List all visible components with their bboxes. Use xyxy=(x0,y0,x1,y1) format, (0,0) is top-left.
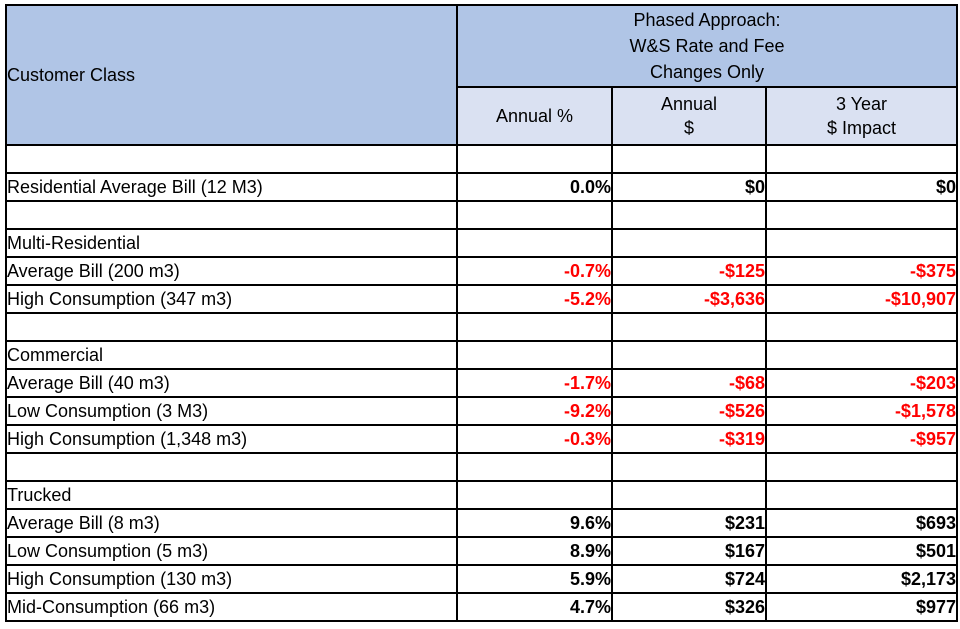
cell-annual-dollar xyxy=(611,228,767,258)
cell-annual-dollar: $724 xyxy=(611,564,767,594)
cell-annual-pct: -9.2% xyxy=(456,396,613,426)
cell-annual-dollar xyxy=(611,340,767,370)
row-label: Low Consumption (5 m3) xyxy=(5,536,458,566)
cell-3year-impact xyxy=(765,228,958,258)
row-label: High Consumption (1,348 m3) xyxy=(5,424,458,454)
table-row: Average Bill (200 m3) -0.7% -$125 -$375 xyxy=(5,256,958,286)
cell-annual-pct xyxy=(456,452,613,482)
cell-3year-impact: $2,173 xyxy=(765,564,958,594)
rate-impact-table-container: Customer Class Phased Approach: W&S Rate… xyxy=(5,4,958,622)
cell-3year-impact xyxy=(765,452,958,482)
column-header-3year-impact: 3 Year $ Impact xyxy=(765,86,958,146)
header-row-sub: Annual % Annual $ 3 Year $ Impact xyxy=(6,86,958,146)
row-label: Average Bill (40 m3) xyxy=(5,368,458,398)
row-label: Commercial xyxy=(5,340,458,370)
cell-annual-dollar xyxy=(611,452,767,482)
cell-annual-pct xyxy=(456,144,613,174)
cell-annual-pct xyxy=(456,228,613,258)
row-label xyxy=(5,144,458,174)
cell-annual-dollar xyxy=(611,144,767,174)
column-header-annual-pct: Annual % xyxy=(456,86,613,146)
cell-annual-dollar xyxy=(611,480,767,510)
cell-annual-dollar: $326 xyxy=(611,592,767,622)
cell-annual-dollar xyxy=(611,312,767,342)
column-header-customer-class: Customer Class xyxy=(5,4,458,146)
cell-annual-dollar: $0 xyxy=(611,172,767,202)
table-header: Customer Class Phased Approach: W&S Rate… xyxy=(5,4,958,146)
cell-3year-impact: -$1,578 xyxy=(765,396,958,426)
cell-annual-dollar: -$526 xyxy=(611,396,767,426)
section-row: Commercial xyxy=(5,340,958,370)
cell-annual-pct xyxy=(456,480,613,510)
cell-3year-impact xyxy=(765,144,958,174)
cell-3year-impact: -$203 xyxy=(765,368,958,398)
row-label: Low Consumption (3 M3) xyxy=(5,396,458,426)
cell-3year-impact: $977 xyxy=(765,592,958,622)
header-row-group: Customer Class Phased Approach: W&S Rate… xyxy=(5,4,958,146)
cell-annual-dollar xyxy=(611,200,767,230)
cell-3year-impact xyxy=(765,480,958,510)
cell-annual-pct: -5.2% xyxy=(456,284,613,314)
cell-3year-impact: $693 xyxy=(765,508,958,538)
row-label: Mid-Consumption (66 m3) xyxy=(5,592,458,622)
table-row: Average Bill (40 m3) -1.7% -$68 -$203 xyxy=(5,368,958,398)
cell-annual-pct: 9.6% xyxy=(456,508,613,538)
row-label xyxy=(5,200,458,230)
cell-annual-pct xyxy=(456,312,613,342)
cell-annual-pct: 4.7% xyxy=(456,592,613,622)
row-label xyxy=(5,312,458,342)
cell-3year-impact: -$957 xyxy=(765,424,958,454)
blank-row xyxy=(5,200,958,230)
column-group-header-phased-approach: Phased Approach: W&S Rate and Fee Change… xyxy=(456,4,958,88)
row-label: High Consumption (347 m3) xyxy=(5,284,458,314)
row-label: High Consumption (130 m3) xyxy=(5,564,458,594)
cell-annual-dollar: -$3,636 xyxy=(611,284,767,314)
cell-annual-dollar: $231 xyxy=(611,508,767,538)
cell-annual-pct: -0.3% xyxy=(456,424,613,454)
table-row: High Consumption (1,348 m3) -0.3% -$319 -$9… xyxy=(5,424,958,454)
cell-annual-dollar: -$125 xyxy=(611,256,767,286)
cell-3year-impact: -$10,907 xyxy=(765,284,958,314)
table-row: Low Consumption (5 m3) 8.9% $167 $501 xyxy=(5,536,958,566)
section-row: Multi-Residential xyxy=(5,228,958,258)
cell-annual-dollar: -$319 xyxy=(611,424,767,454)
table-row: Low Consumption (3 M3) -9.2% -$526 -$1,578 xyxy=(5,396,958,426)
cell-3year-impact: -$375 xyxy=(765,256,958,286)
blank-row xyxy=(5,312,958,342)
table-row: High Consumption (347 m3) -5.2% -$3,636 -$1… xyxy=(5,284,958,314)
blank-row xyxy=(5,452,958,482)
rate-impact-table: Customer Class Phased Approach: W&S Rate… xyxy=(5,4,958,622)
row-label: Trucked xyxy=(5,480,458,510)
cell-annual-pct: 0.0% xyxy=(456,172,613,202)
cell-3year-impact xyxy=(765,340,958,370)
row-label: Average Bill (8 m3) xyxy=(5,508,458,538)
cell-annual-pct: -0.7% xyxy=(456,256,613,286)
cell-3year-impact: $0 xyxy=(765,172,958,202)
cell-3year-impact xyxy=(765,200,958,230)
column-header-annual-dollar: Annual $ xyxy=(611,86,767,146)
row-label: Average Bill (200 m3) xyxy=(5,256,458,286)
cell-annual-dollar: -$68 xyxy=(611,368,767,398)
cell-annual-pct xyxy=(456,340,613,370)
cell-annual-pct: 5.9% xyxy=(456,564,613,594)
table-row: Mid-Consumption (66 m3) 4.7% $326 $977 xyxy=(5,592,958,622)
table-row: Residential Average Bill (12 M3) 0.0% $0 $0 xyxy=(5,172,958,202)
cell-3year-impact xyxy=(765,312,958,342)
table-row: Average Bill (8 m3) 9.6% $231 $693 xyxy=(5,508,958,538)
row-label: Multi-Residential xyxy=(5,228,458,258)
row-label xyxy=(5,452,458,482)
section-row: Trucked xyxy=(5,480,958,510)
cell-3year-impact: $501 xyxy=(765,536,958,566)
cell-annual-pct xyxy=(456,200,613,230)
cell-annual-dollar: $167 xyxy=(611,536,767,566)
row-label: Residential Average Bill (12 M3) xyxy=(5,172,458,202)
table-row: High Consumption (130 m3) 5.9% $724 $2,173 xyxy=(5,564,958,594)
cell-annual-pct: 8.9% xyxy=(456,536,613,566)
table-body: Residential Average Bill (12 M3) 0.0% $0 $0… xyxy=(5,144,958,622)
cell-annual-pct: -1.7% xyxy=(456,368,613,398)
blank-row xyxy=(5,144,958,174)
